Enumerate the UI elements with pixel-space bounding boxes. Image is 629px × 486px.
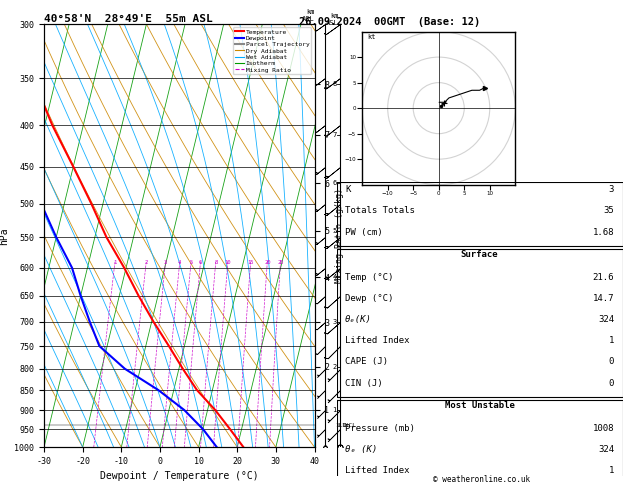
Text: 10: 10	[225, 260, 231, 265]
Text: 1: 1	[609, 466, 614, 475]
Text: km
ASL: km ASL	[326, 13, 339, 26]
Text: 3: 3	[333, 319, 337, 326]
Text: Lifted Index: Lifted Index	[345, 336, 409, 346]
Text: CIN (J): CIN (J)	[345, 379, 382, 388]
Text: Temp (°C): Temp (°C)	[345, 273, 394, 282]
Legend: Temperature, Dewpoint, Parcel Trajectory, Dry Adiabat, Wet Adiabat, Isotherm, Mi: Temperature, Dewpoint, Parcel Trajectory…	[233, 27, 311, 74]
Text: Dewp (°C): Dewp (°C)	[345, 294, 394, 303]
Text: 2: 2	[333, 364, 337, 369]
Text: Totals Totals: Totals Totals	[345, 207, 415, 215]
Text: Lifted Index: Lifted Index	[345, 466, 409, 475]
Text: 35: 35	[603, 207, 614, 215]
Text: 8: 8	[333, 81, 337, 87]
Text: 1: 1	[333, 407, 337, 413]
Text: θₑ(K): θₑ(K)	[345, 315, 372, 324]
Y-axis label: hPa: hPa	[0, 227, 9, 244]
Text: K: K	[345, 185, 350, 194]
Text: 6: 6	[199, 260, 202, 265]
Text: © weatheronline.co.uk: © weatheronline.co.uk	[433, 474, 530, 484]
Text: θₑ (K): θₑ (K)	[345, 445, 377, 454]
Text: 1008: 1008	[593, 424, 614, 433]
Text: Surface: Surface	[461, 250, 498, 259]
Text: PW (cm): PW (cm)	[345, 227, 382, 237]
Text: 3: 3	[609, 185, 614, 194]
Text: 0: 0	[609, 358, 614, 366]
Text: 1: 1	[113, 260, 116, 265]
Text: 5: 5	[333, 228, 337, 234]
Text: 1: 1	[609, 336, 614, 346]
Text: 15: 15	[247, 260, 254, 265]
Text: CAPE (J): CAPE (J)	[345, 358, 388, 366]
Text: 7: 7	[333, 132, 337, 138]
Text: 25: 25	[277, 260, 284, 265]
Text: 5: 5	[189, 260, 192, 265]
Text: Most Unstable: Most Unstable	[445, 401, 515, 410]
Text: 6: 6	[333, 180, 337, 186]
Text: 2: 2	[145, 260, 148, 265]
Text: 324: 324	[598, 445, 614, 454]
Text: 324: 324	[598, 315, 614, 324]
Text: 40°58'N  28°49'E  55m ASL: 40°58'N 28°49'E 55m ASL	[44, 14, 213, 23]
Text: 14.7: 14.7	[593, 294, 614, 303]
Text: km
ASL: km ASL	[302, 9, 314, 22]
X-axis label: Dewpoint / Temperature (°C): Dewpoint / Temperature (°C)	[100, 471, 259, 482]
Text: 20: 20	[264, 260, 270, 265]
Y-axis label: Mixing Ratio (g/kg): Mixing Ratio (g/kg)	[335, 188, 344, 283]
Text: kt: kt	[367, 34, 376, 40]
Text: 1LCL: 1LCL	[342, 423, 356, 428]
Text: 26.09.2024  00GMT  (Base: 12): 26.09.2024 00GMT (Base: 12)	[299, 17, 481, 27]
Text: 4: 4	[178, 260, 181, 265]
Text: 0: 0	[609, 379, 614, 388]
Text: 21.6: 21.6	[593, 273, 614, 282]
Text: 4: 4	[333, 274, 337, 280]
Text: 1.68: 1.68	[593, 227, 614, 237]
Text: Pressure (mb): Pressure (mb)	[345, 424, 415, 433]
Text: 8: 8	[214, 260, 218, 265]
Text: 3: 3	[164, 260, 167, 265]
Text: 1LCL: 1LCL	[335, 423, 350, 428]
